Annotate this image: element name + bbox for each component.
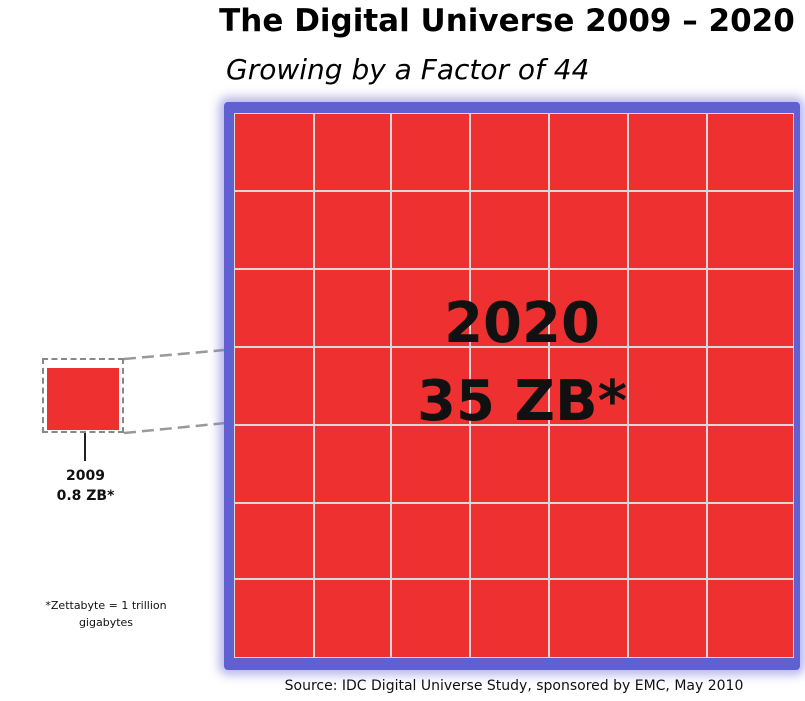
small-block-leader-line: [84, 433, 86, 461]
grid-cell: [629, 426, 706, 502]
grid-cell: [550, 348, 627, 424]
grid-cell: [235, 114, 313, 190]
grid-cell: [629, 580, 706, 657]
grid-cell: [392, 114, 469, 190]
grid-cell: [235, 192, 313, 268]
big-block-size: 35 ZB*: [417, 369, 627, 434]
grid-cell: [392, 426, 469, 502]
grid-cell: [235, 426, 313, 502]
grid-cell: [708, 270, 793, 346]
grid-cell: [471, 192, 548, 268]
grid-cell: [315, 192, 390, 268]
grid-cell: [471, 580, 548, 657]
grid-cell: [315, 270, 390, 346]
grid-cell: [471, 504, 548, 578]
grid-cell: [708, 348, 793, 424]
footnote-line-1: *Zettabyte = 1 trillion: [45, 599, 167, 612]
diagram-subtitle: Growing by a Factor of 44: [226, 53, 590, 86]
grid-cell: [471, 114, 548, 190]
grid-cell: [708, 580, 793, 657]
small-block-year: 2009: [66, 468, 105, 484]
grid-cell: [550, 580, 627, 657]
grid-cell: [315, 348, 390, 424]
zettabyte-footnote: *Zettabyte = 1 trillion gigabytes: [6, 597, 206, 631]
grid-cell: [629, 348, 706, 424]
grid-cell: [550, 270, 627, 346]
grid-cell: [471, 426, 548, 502]
grid-cell: [392, 348, 469, 424]
diagram-title: The Digital Universe 2009 – 2020: [219, 3, 795, 39]
grid-cell: [629, 114, 706, 190]
grid-cell: [708, 504, 793, 578]
grid-cell: [392, 192, 469, 268]
grid-cell: [550, 192, 627, 268]
small-block-dashed-outline: [42, 358, 124, 433]
big-block-label: 2020 35 ZB*: [392, 285, 652, 441]
grid-cell: [235, 270, 313, 346]
grid-cell: [629, 504, 706, 578]
grid-cell: [392, 504, 469, 578]
grid-cell: [235, 504, 313, 578]
grid-cell: [235, 348, 313, 424]
grid-cell: [315, 426, 390, 502]
footnote-line-2: gigabytes: [78, 616, 134, 629]
grid-cell: [708, 192, 793, 268]
connector-line-bottom: [123, 420, 237, 435]
big-block-year: 2020: [444, 291, 600, 356]
connector-line-top: [123, 347, 237, 361]
grid-cell: [550, 114, 627, 190]
big-block-2020: [234, 113, 794, 658]
small-block-2009: [47, 368, 119, 430]
grid-cell: [315, 504, 390, 578]
grid-cell: [550, 426, 627, 502]
grid-cell: [315, 580, 390, 657]
small-block-size: 0.8 ZB*: [56, 488, 115, 504]
grid-cell: [629, 270, 706, 346]
grid-cell: [315, 114, 390, 190]
grid-cell: [550, 504, 627, 578]
grid-cell: [392, 270, 469, 346]
grid-cell: [629, 192, 706, 268]
grid-cell: [235, 580, 313, 657]
grid-cell: [392, 580, 469, 657]
grid-cell: [708, 426, 793, 502]
grid-cell: [471, 348, 548, 424]
grid-cell: [708, 114, 793, 190]
grid-cell: [471, 270, 548, 346]
small-block-label: 2009 0.8 ZB*: [38, 466, 133, 506]
source-citation: Source: IDC Digital Universe Study, spon…: [284, 678, 744, 694]
